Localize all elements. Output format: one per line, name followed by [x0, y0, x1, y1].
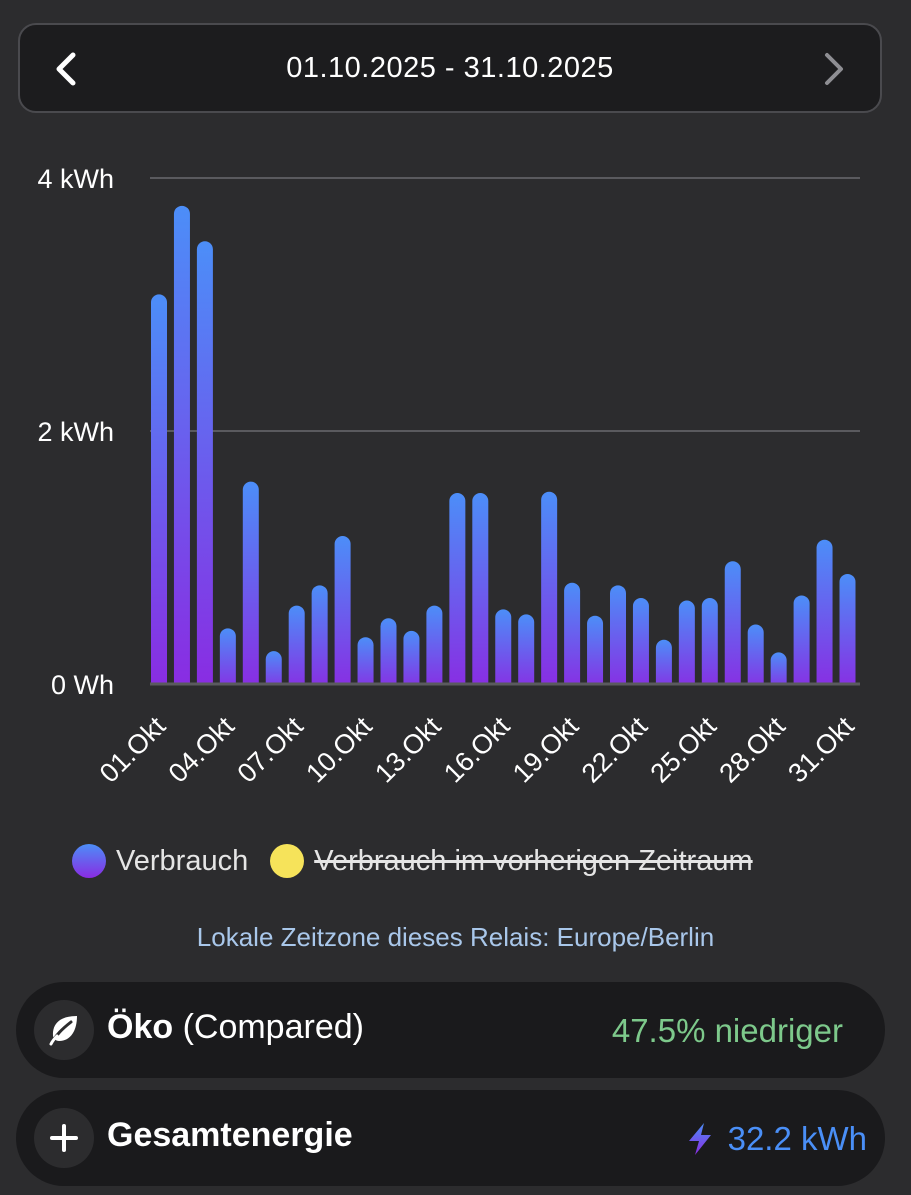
eco-card-title: Öko (Compared)	[107, 1008, 364, 1047]
eco-compare-value: 47.5% niedriger	[611, 1012, 843, 1049]
y-tick-label: 0 Wh	[51, 670, 114, 700]
leaf-icon	[49, 1016, 77, 1046]
chart-legend: Verbrauch Verbrauch im vorherigen Zeitra…	[72, 840, 753, 882]
bar-02.Okt[interactable]	[173, 205, 190, 692]
total-energy-card[interactable]: Gesamtenergie 32.2 kWh	[16, 1090, 885, 1186]
legend-label-previous-period: Verbrauch im vorherigen Zeitraum	[314, 844, 753, 877]
timezone-info: Lokale Zeitzone dieses Relais: Europe/Be…	[196, 922, 715, 952]
x-tick-label: 10.Okt	[300, 711, 378, 789]
bar-28.Okt[interactable]	[770, 652, 787, 692]
eco-title-bold: Öko	[107, 1008, 174, 1046]
x-tick-label: 19.Okt	[507, 711, 585, 789]
plus-icon	[50, 1124, 78, 1152]
x-tick-label: 25.Okt	[645, 711, 723, 789]
total-energy-text: 32.2 kWh	[727, 1120, 867, 1157]
bar-10.Okt[interactable]	[357, 637, 374, 692]
bar-25.Okt[interactable]	[701, 597, 718, 692]
verbrauch-color-dot	[72, 844, 106, 878]
bar-26.Okt[interactable]	[724, 561, 741, 692]
next-period-button[interactable]	[812, 47, 856, 91]
x-tick-label: 31.Okt	[782, 711, 860, 789]
bar-17.Okt[interactable]	[518, 614, 535, 692]
x-tick-label: 04.Okt	[163, 711, 241, 789]
eco-compare-card[interactable]: Öko (Compared) 47.5% niedriger	[16, 982, 885, 1078]
previous-period-button[interactable]	[44, 47, 88, 91]
total-card-title: Gesamtenergie	[107, 1116, 353, 1155]
date-range-label: 01.10.2025 - 31.10.2025	[286, 52, 614, 84]
total-title-bold: Gesamtenergie	[107, 1116, 353, 1154]
bar-19.Okt[interactable]	[564, 582, 581, 692]
y-tick-label: 4 kWh	[37, 164, 114, 194]
bar-21.Okt[interactable]	[610, 585, 626, 692]
x-tick-label: 13.Okt	[369, 711, 447, 789]
total-icon-circle	[34, 1108, 94, 1168]
bar-31.Okt[interactable]	[839, 573, 856, 692]
legend-item-verbrauch[interactable]: Verbrauch	[72, 844, 248, 878]
bar-14.Okt[interactable]	[449, 492, 466, 692]
bar-30.Okt[interactable]	[816, 539, 833, 692]
x-tick-label: 07.Okt	[231, 711, 309, 789]
bar-29.Okt[interactable]	[793, 595, 810, 692]
x-tick-label: 01.Okt	[94, 711, 172, 789]
baseline-mask	[148, 685, 862, 697]
eco-title-rest: (Compared)	[173, 1008, 364, 1046]
total-energy-value: 32.2 kWh	[686, 1120, 867, 1158]
bar-05.Okt[interactable]	[242, 481, 259, 692]
bar-15.Okt[interactable]	[472, 492, 489, 692]
bar-06.Okt[interactable]	[265, 651, 282, 692]
bar-11.Okt[interactable]	[380, 618, 397, 692]
bar-16.Okt[interactable]	[495, 609, 512, 692]
bar-13.Okt[interactable]	[426, 605, 443, 692]
bar-18.Okt[interactable]	[541, 491, 558, 692]
legend-item-previous-period[interactable]: Verbrauch im vorherigen Zeitraum	[248, 844, 753, 878]
bar-07.Okt[interactable]	[288, 605, 305, 692]
date-range-selector: 01.10.2025 - 31.10.2025	[18, 23, 882, 113]
chevron-left-icon	[56, 52, 76, 86]
y-tick-label: 2 kWh	[37, 417, 114, 447]
x-tick-label: 16.Okt	[438, 711, 516, 789]
eco-icon-circle	[34, 1000, 94, 1060]
bar-20.Okt[interactable]	[587, 615, 604, 692]
legend-label-verbrauch: Verbrauch	[116, 844, 249, 877]
bar-27.Okt[interactable]	[747, 624, 764, 692]
bar-23.Okt[interactable]	[655, 639, 672, 692]
bar-01.Okt[interactable]	[151, 294, 167, 692]
x-tick-label: 28.Okt	[713, 711, 791, 789]
bar-22.Okt[interactable]	[632, 597, 649, 692]
bar-03.Okt[interactable]	[196, 241, 213, 692]
bar-09.Okt[interactable]	[334, 535, 351, 692]
chevron-right-icon	[825, 53, 843, 85]
bar-04.Okt[interactable]	[219, 628, 236, 692]
bar-12.Okt[interactable]	[403, 630, 420, 692]
bar-24.Okt[interactable]	[678, 600, 695, 692]
previous-period-color-dot	[270, 844, 305, 878]
bar-08.Okt[interactable]	[311, 585, 328, 692]
x-tick-label: 22.Okt	[576, 711, 654, 789]
bolt-icon	[686, 1122, 714, 1156]
